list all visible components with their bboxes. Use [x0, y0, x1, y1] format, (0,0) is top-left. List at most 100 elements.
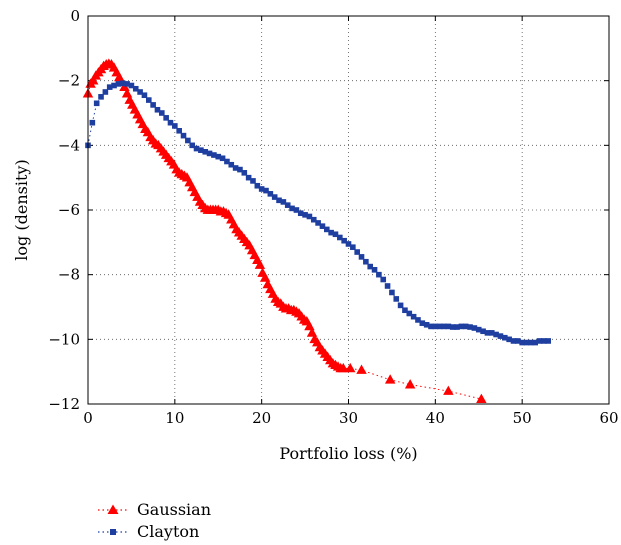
x-tick-label-3: 30 [339, 409, 358, 427]
point-clayton-62 [354, 249, 360, 255]
point-clayton-67 [376, 271, 382, 278]
point-clayton-10 [128, 82, 135, 89]
legend-label-clayton: Clayton [137, 522, 199, 541]
point-clayton-89 [471, 325, 478, 331]
point-clayton-22 [180, 132, 187, 139]
y-tick-label-1: −2 [58, 72, 80, 90]
plot-frame [87, 15, 610, 405]
point-clayton-28 [206, 150, 213, 157]
point-gaussian-103 [443, 385, 454, 395]
point-clayton-82 [441, 323, 447, 330]
point-clayton-74 [406, 310, 413, 317]
point-clayton-3 [98, 94, 104, 100]
point-clayton-96 [502, 334, 508, 341]
point-clayton-32 [224, 158, 230, 165]
y-tick-label-6: −12 [48, 395, 80, 413]
point-clayton-97 [506, 336, 512, 343]
point-clayton-47 [289, 205, 295, 212]
point-clayton-93 [488, 330, 495, 336]
point-clayton-83 [445, 323, 452, 330]
point-clayton-69 [384, 283, 391, 289]
legend-swatch-clayton-marker [110, 529, 116, 535]
legend-item-clayton: Clayton [98, 522, 199, 541]
point-clayton-1 [89, 119, 96, 126]
point-clayton-60 [345, 241, 352, 247]
point-gaussian-102 [404, 379, 416, 389]
y-tick-label-2: −4 [58, 136, 80, 154]
point-clayton-51 [306, 213, 313, 220]
point-clayton-56 [328, 229, 334, 236]
point-clayton-55 [323, 226, 330, 233]
point-clayton-80 [432, 323, 439, 330]
point-clayton-92 [484, 330, 491, 336]
point-clayton-78 [423, 321, 430, 328]
point-clayton-81 [436, 323, 443, 330]
point-gaussian-104 [476, 393, 487, 403]
point-clayton-36 [241, 170, 248, 176]
point-gaussian-66 [254, 259, 266, 269]
grid-lines [88, 16, 609, 404]
point-clayton-98 [510, 338, 517, 344]
y-tick-label-5: −10 [48, 330, 80, 348]
point-clayton-8 [119, 80, 126, 87]
point-clayton-49 [297, 210, 304, 217]
y-tick-label-3: −6 [58, 201, 80, 219]
point-clayton-66 [371, 267, 378, 273]
point-gaussian-2 [87, 75, 99, 85]
point-clayton-29 [211, 152, 217, 158]
point-clayton-23 [185, 137, 191, 144]
point-clayton-4 [102, 89, 109, 95]
point-clayton-31 [219, 155, 226, 162]
point-clayton-91 [480, 328, 486, 335]
point-clayton-44 [276, 197, 282, 204]
x-tick-label-4: 40 [426, 409, 445, 427]
point-clayton-76 [415, 317, 421, 323]
point-clayton-88 [467, 324, 473, 330]
y-tick-label-0: 0 [70, 7, 80, 25]
point-clayton-48 [293, 207, 300, 213]
point-clayton-18 [163, 115, 169, 121]
point-clayton-63 [358, 254, 365, 260]
point-clayton-79 [428, 323, 434, 330]
point-clayton-50 [302, 212, 308, 218]
point-clayton-85 [454, 324, 460, 330]
point-clayton-95 [497, 333, 504, 339]
point-clayton-77 [419, 320, 426, 326]
point-clayton-7 [115, 81, 122, 87]
point-clayton-35 [237, 166, 243, 173]
plot-series [82, 58, 552, 403]
point-gaussian-98 [338, 362, 349, 373]
point-clayton-38 [250, 178, 256, 184]
point-clayton-2 [93, 100, 100, 107]
point-clayton-17 [159, 110, 165, 116]
x-tick-label-5: 50 [513, 409, 532, 427]
legend-item-gaussian: Gaussian [98, 500, 211, 519]
x-tick-label-2: 20 [252, 409, 271, 427]
point-clayton-84 [449, 324, 456, 330]
point-clayton-86 [458, 323, 465, 330]
x-axis-title: Portfolio loss (%) [279, 444, 417, 463]
point-clayton-94 [493, 331, 499, 338]
series-line-gaussian [87, 63, 482, 400]
point-clayton-46 [284, 202, 291, 208]
point-gaussian-99 [345, 362, 356, 373]
point-clayton-57 [332, 231, 339, 238]
point-clayton-43 [271, 194, 278, 200]
point-clayton-87 [462, 323, 469, 330]
point-clayton-41 [263, 187, 269, 194]
point-clayton-70 [389, 289, 395, 296]
point-clayton-65 [367, 263, 374, 270]
point-clayton-61 [350, 244, 356, 250]
point-clayton-27 [202, 149, 209, 155]
point-clayton-11 [132, 85, 139, 92]
point-clayton-21 [176, 127, 182, 134]
point-clayton-33 [228, 161, 235, 168]
point-clayton-30 [215, 153, 222, 160]
point-clayton-71 [393, 296, 400, 302]
y-tick-label-4: −8 [58, 266, 80, 284]
point-clayton-16 [154, 106, 161, 113]
series-clayton [85, 80, 552, 346]
point-clayton-6 [111, 82, 117, 89]
point-clayton-12 [137, 89, 143, 95]
